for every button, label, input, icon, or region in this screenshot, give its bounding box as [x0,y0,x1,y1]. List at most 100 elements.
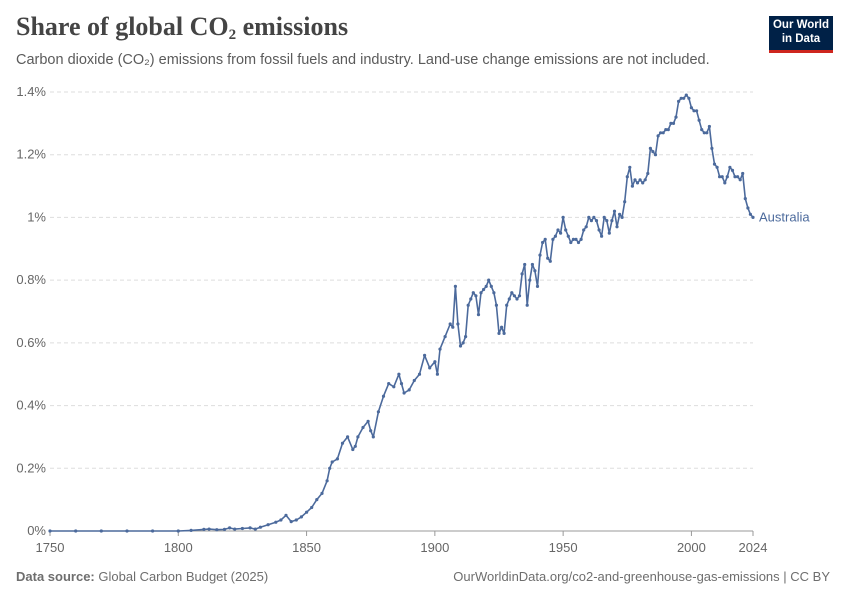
data-point [294,518,298,522]
data-point [751,215,755,219]
x-tick-label: 1900 [420,540,449,555]
data-point [553,234,558,238]
data-point [535,284,540,288]
data-point [202,527,206,532]
data-point [330,460,334,464]
data-point [692,109,696,113]
data-point [340,441,345,445]
data-point [48,529,52,533]
series-line [50,94,754,532]
data-point [541,240,545,245]
data-point [602,215,606,219]
data-point [469,297,473,301]
data-point [471,291,475,295]
data-point [682,96,686,100]
data-point [679,96,683,100]
data-point [315,498,319,502]
data-point [266,523,270,527]
y-tick-label: 1.4% [16,84,46,99]
data-point [240,526,244,531]
data-point [397,372,401,376]
data-point [402,391,406,395]
data-point [176,529,180,533]
data-point [515,297,519,301]
data-point [674,115,678,119]
chart-title: Share of global CO2 emissions [16,12,349,43]
data-point [387,382,391,386]
data-point [189,528,193,533]
footer-url[interactable]: OurWorldinData.org/co2-and-greenhouse-ga… [453,569,830,584]
data-point [392,385,396,389]
data-point [607,231,611,235]
data-point [551,237,555,241]
data-point [664,128,668,132]
data-point [656,134,660,138]
data-point [284,513,288,517]
data-point [299,515,303,519]
data-point [325,479,329,483]
data-point [543,237,547,241]
data-point [320,491,324,495]
y-tick-label: 1.2% [16,147,46,162]
data-point [579,237,583,241]
data-point [648,146,653,150]
data-point [738,178,742,182]
x-tick-label: 2024 [739,540,768,555]
owid-logo[interactable]: Our World in Data [769,16,833,53]
data-point [666,128,670,132]
data-point [715,165,719,169]
data-point [74,529,78,533]
data-point [525,303,529,307]
data-point [456,322,460,326]
data-point [687,96,691,100]
data-point [279,518,283,522]
data-point [512,294,517,298]
data-point [125,529,129,533]
data-point [423,353,427,357]
data-point [443,335,447,339]
data-point [530,262,535,267]
data-point [733,175,737,179]
data-point [528,278,532,282]
data-point [643,178,647,182]
data-point [651,150,655,154]
data-point [710,146,714,150]
data-point [376,410,380,414]
data-point [561,215,565,219]
x-tick-label: 1800 [164,540,193,555]
data-point [399,382,404,386]
data-point [451,325,455,329]
data-point [489,284,493,288]
data-point [458,344,463,348]
data-point [620,215,624,219]
data-point [497,331,501,335]
data-point [592,215,596,219]
data-point [484,284,488,288]
data-point [507,297,511,301]
y-tick-label: 0.6% [16,335,46,350]
data-point [564,228,568,232]
data-point [625,175,629,179]
data-point [435,372,439,376]
data-point [448,322,452,326]
x-tick-label: 1750 [36,540,65,555]
series-layer [48,93,755,533]
data-point [718,175,722,179]
data-point [641,181,645,185]
data-source-link[interactable]: Global Carbon Budget (2025) [98,569,269,584]
data-point [417,372,422,376]
data-point [310,505,314,510]
data-point [587,215,591,219]
chart-subtitle: Carbon dioxide (CO₂) emissions from foss… [16,52,710,68]
data-point [356,435,360,439]
data-point [99,529,103,533]
data-point [612,209,617,213]
data-point [569,240,573,245]
data-point [453,284,457,288]
data-point [533,269,537,273]
data-point [482,287,486,292]
data-point [371,435,375,439]
data-point [464,335,468,339]
data-point [546,256,550,260]
data-point [594,219,599,223]
